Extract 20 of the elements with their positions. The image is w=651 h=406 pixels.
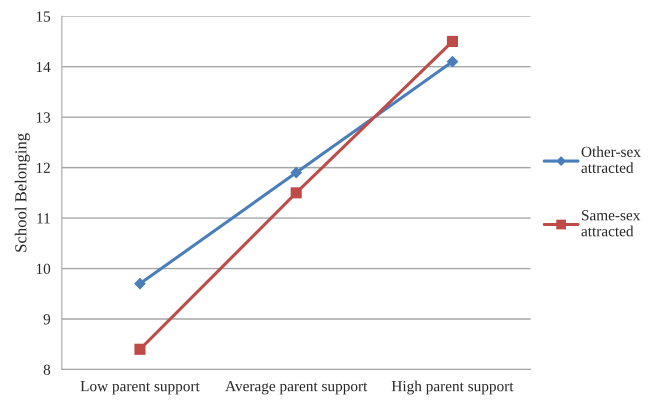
point xyxy=(446,36,458,48)
point xyxy=(290,187,302,198)
point xyxy=(134,344,146,355)
x-tick-label: High parent support xyxy=(392,380,514,394)
y-axis-title: School Belonging xyxy=(14,133,30,252)
y-tick-label: 11 xyxy=(37,213,50,224)
y-tick-label: 10 xyxy=(36,264,50,274)
y-tick-label: 14 xyxy=(36,62,50,72)
point xyxy=(290,166,302,179)
x-tick-label: Low parent support xyxy=(80,381,200,394)
y-tick-label: 13 xyxy=(36,112,50,123)
y-tick-label: 12 xyxy=(36,162,50,173)
x-tick-label: Average parent support xyxy=(225,381,368,394)
point xyxy=(446,56,458,68)
y-tick-label: 9 xyxy=(44,314,50,324)
y-tick-label: 8 xyxy=(44,364,50,375)
legend-label: Same-sex attracted xyxy=(582,210,640,236)
point xyxy=(134,278,146,290)
y-tick-label: 15 xyxy=(36,11,50,22)
legend-label: Other-sex attracted xyxy=(582,146,641,173)
